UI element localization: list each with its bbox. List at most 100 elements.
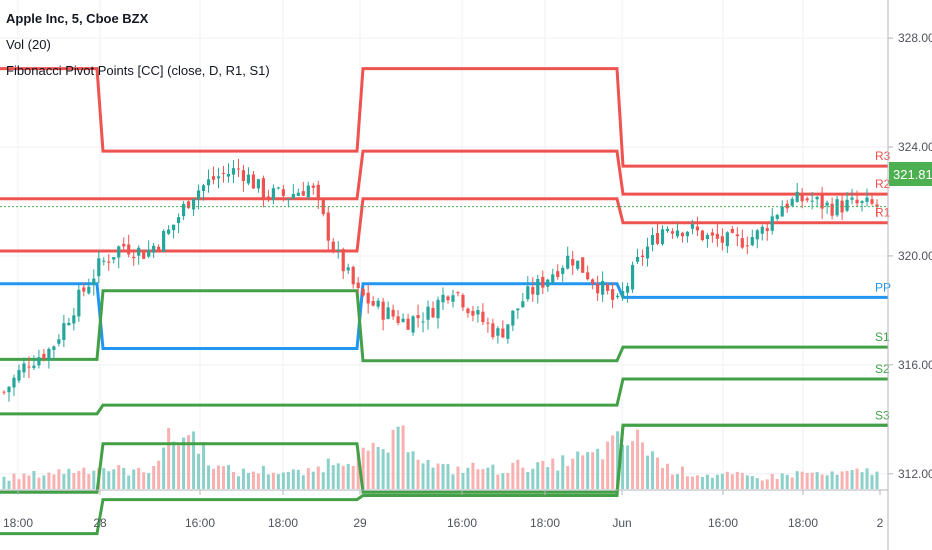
candle-body bbox=[680, 232, 685, 237]
volume-bar bbox=[815, 472, 819, 489]
volume-bar bbox=[251, 471, 255, 489]
candle-body bbox=[236, 168, 241, 170]
volume-bar bbox=[241, 468, 245, 489]
candle-body bbox=[366, 292, 370, 304]
volume-bars bbox=[2, 425, 879, 489]
pivot-label-r3: R3 bbox=[875, 149, 891, 163]
candle-body bbox=[785, 203, 789, 209]
time-tick-label: 18:00 bbox=[3, 516, 33, 530]
candle-body bbox=[611, 289, 615, 300]
volume-bar bbox=[820, 474, 824, 489]
volume-bar bbox=[22, 473, 26, 489]
candle-body bbox=[471, 310, 475, 316]
volume-bar bbox=[396, 426, 400, 489]
volume-bar bbox=[152, 465, 156, 489]
candle-body bbox=[556, 271, 560, 277]
volume-bar bbox=[256, 473, 260, 489]
candle-body bbox=[710, 232, 714, 236]
volume-bar bbox=[830, 471, 834, 489]
candle-body bbox=[162, 231, 166, 252]
candle-body bbox=[551, 274, 555, 283]
candle-body bbox=[172, 224, 176, 231]
candle-body bbox=[251, 174, 256, 189]
volume-bar bbox=[376, 447, 380, 489]
candle-body bbox=[645, 246, 650, 259]
candle-body bbox=[501, 328, 505, 338]
volume-bar bbox=[561, 455, 565, 489]
candle-body bbox=[316, 184, 320, 199]
volume-bar bbox=[641, 442, 645, 489]
candle-body bbox=[725, 232, 729, 247]
volume-bar bbox=[416, 459, 420, 489]
volume-bar bbox=[730, 474, 734, 489]
candle-body bbox=[361, 288, 365, 296]
pivot-line-extra bbox=[0, 423, 888, 536]
candle-body bbox=[805, 198, 809, 201]
volume-bar bbox=[715, 474, 719, 489]
volume-bar bbox=[281, 472, 285, 489]
volume-bar bbox=[675, 474, 679, 489]
price-axis[interactable]: 328.00 324.00 320.00 316.00 312.00 bbox=[887, 0, 932, 550]
candle-body bbox=[655, 233, 660, 244]
candle-body bbox=[526, 286, 530, 300]
volume-bar bbox=[611, 435, 615, 489]
volume-bar bbox=[346, 463, 350, 489]
candle-body bbox=[606, 284, 610, 291]
volume-bar bbox=[122, 467, 126, 489]
volume-bar bbox=[501, 473, 505, 489]
volume-bar bbox=[710, 477, 714, 489]
volume-bar bbox=[271, 472, 275, 489]
candle-body bbox=[127, 244, 131, 255]
price-tick-label: 328.00 bbox=[898, 31, 932, 45]
indicator-study-label[interactable]: Fibonacci Pivot Points [CC] (close, D, R… bbox=[6, 63, 270, 78]
volume-bar bbox=[725, 471, 729, 489]
candle-body bbox=[147, 249, 151, 257]
volume-bar bbox=[551, 458, 555, 489]
candle-body bbox=[521, 301, 525, 308]
candle-body bbox=[451, 295, 455, 302]
volume-bar bbox=[780, 473, 784, 489]
time-tick-label: 16:00 bbox=[185, 516, 215, 530]
volume-bar bbox=[566, 466, 570, 489]
candle-body bbox=[591, 279, 595, 284]
candle-body bbox=[216, 176, 221, 179]
volume-bar bbox=[800, 471, 804, 489]
volume-bar bbox=[336, 463, 340, 489]
candle-body bbox=[326, 212, 330, 241]
candle-body bbox=[446, 296, 450, 301]
volume-bar bbox=[27, 475, 31, 489]
volume-bar bbox=[226, 465, 230, 489]
candle-body bbox=[421, 321, 425, 323]
volume-bar bbox=[735, 471, 739, 489]
volume-bar bbox=[526, 471, 530, 489]
volume-study-label[interactable]: Vol (20) bbox=[6, 37, 51, 52]
volume-bar bbox=[391, 429, 395, 489]
volume-bar bbox=[850, 470, 854, 489]
symbol-title[interactable]: Apple Inc, 5, Cboe BZX bbox=[6, 11, 149, 26]
volume-bar bbox=[157, 460, 161, 489]
candle-body bbox=[581, 257, 585, 273]
volume-bar bbox=[536, 462, 540, 489]
candle-body bbox=[546, 279, 550, 287]
candle-body bbox=[12, 377, 16, 388]
candle-body bbox=[720, 236, 724, 243]
candle-body bbox=[132, 256, 136, 259]
volume-bar bbox=[486, 467, 490, 489]
candle-body bbox=[815, 196, 819, 200]
volume-bar bbox=[690, 476, 694, 489]
volume-bar bbox=[541, 460, 545, 489]
time-axis[interactable]: 18:00 28 16:00 18:00 29 16:00 18:00 Jun 16:00 18:… bbox=[0, 489, 888, 530]
candle-body bbox=[301, 191, 305, 196]
candle-body bbox=[740, 238, 744, 248]
candle-body bbox=[341, 249, 345, 272]
candle-body bbox=[406, 318, 410, 330]
time-tick-label: 16:00 bbox=[708, 516, 738, 530]
volume-bar bbox=[481, 469, 485, 489]
candle-body bbox=[616, 295, 620, 298]
volume-bar bbox=[591, 452, 595, 489]
volume-bar bbox=[446, 464, 450, 489]
volume-bar bbox=[7, 480, 11, 489]
candle-body bbox=[695, 226, 700, 231]
pivot-line-pp bbox=[0, 282, 888, 351]
